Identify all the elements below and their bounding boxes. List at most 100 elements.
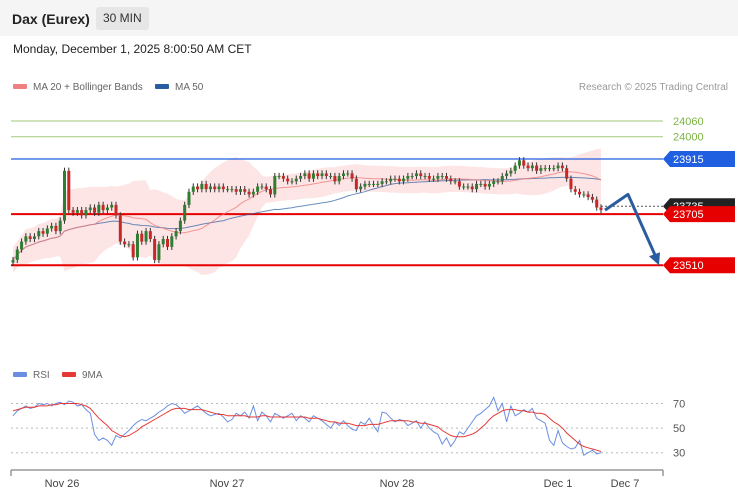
candle (329, 172, 333, 180)
candle-body (264, 186, 268, 190)
candle (535, 162, 539, 174)
candle (556, 162, 560, 172)
candle-body (333, 176, 337, 182)
candle-body (204, 183, 208, 190)
candle (260, 183, 264, 190)
candle (384, 178, 388, 185)
candle (496, 178, 500, 185)
candle (140, 230, 144, 245)
level-tag-shape (663, 151, 735, 168)
projection-arrowhead (649, 252, 660, 266)
candle-body (84, 210, 88, 216)
candle (67, 167, 71, 214)
candle-body (543, 168, 547, 170)
candle (565, 165, 569, 182)
candle-body (423, 176, 427, 178)
candle (423, 172, 427, 180)
ma20-line (12, 171, 602, 261)
candle (569, 175, 573, 193)
candle-body (346, 173, 350, 175)
candle (530, 162, 534, 172)
bollinger-bands (13, 148, 601, 275)
candle-body (337, 176, 341, 182)
candle-body (28, 236, 32, 239)
candle (221, 183, 225, 193)
candle (200, 180, 204, 193)
candle-body (453, 181, 457, 183)
candle-body (131, 244, 135, 258)
candle-body (208, 186, 212, 190)
candle (397, 175, 401, 185)
candle (28, 233, 32, 243)
candle-body (183, 204, 187, 221)
candle (492, 178, 496, 188)
candle-body (196, 186, 200, 190)
candle-body (414, 173, 418, 177)
candle (402, 175, 406, 185)
candle-body (118, 215, 122, 242)
candle (453, 178, 457, 185)
candle (509, 167, 513, 177)
candle (251, 188, 255, 198)
x-tick-label: Dec 7 (611, 478, 640, 490)
candle (54, 222, 58, 235)
timeframe-badge[interactable]: 30 MIN (96, 7, 149, 30)
candle-body (500, 176, 504, 182)
candle-body (513, 165, 517, 171)
candle (457, 178, 461, 190)
candle (178, 217, 182, 235)
candle (93, 204, 97, 216)
candle-body (372, 183, 376, 185)
candle (573, 186, 577, 195)
candle-body (462, 186, 466, 188)
candle-body (509, 170, 513, 174)
header-bar: Dax (Eurex) 30 MIN (0, 0, 738, 36)
candle-body (427, 176, 431, 179)
rsi-level-label-30: 30 (673, 448, 685, 460)
candle (269, 186, 273, 198)
candle (517, 157, 521, 169)
candle (71, 206, 75, 216)
candle (346, 170, 350, 177)
candle-body (256, 186, 260, 192)
projection-path (604, 192, 658, 258)
instrument-title: Dax (Eurex) (12, 11, 90, 27)
candle (427, 172, 431, 182)
candle (101, 201, 105, 214)
candle-body (144, 231, 148, 242)
price-level-labels: 240602400023915237352370523510 (663, 116, 735, 274)
candle (110, 201, 114, 211)
candle-body (582, 194, 586, 196)
candle (449, 175, 453, 185)
candle-body (303, 173, 307, 177)
candle-body (466, 186, 470, 188)
level-tag-text: 23705 (673, 209, 704, 221)
candle (75, 206, 79, 216)
candle-body (161, 238, 165, 245)
ma50-legend-swatch (155, 84, 169, 89)
candle (264, 183, 268, 193)
candle (303, 170, 307, 180)
candle (217, 183, 221, 193)
candle (157, 241, 161, 264)
candle (419, 170, 423, 180)
rsi-legend-swatch (13, 372, 27, 377)
candle-body (406, 176, 410, 179)
candle-body (444, 176, 448, 179)
candle (273, 172, 277, 198)
level-label-24000: 24000 (673, 132, 704, 144)
candle (513, 162, 517, 174)
candle-body (238, 189, 242, 192)
candle (80, 206, 84, 219)
x-tick-label: Dec 1 (544, 478, 573, 490)
candle (277, 172, 281, 180)
candle-body (80, 210, 84, 216)
rsi-ma-legend-label: 9MA (82, 370, 103, 381)
candle-body (178, 220, 182, 232)
candle-body (539, 168, 543, 171)
candle-body (148, 231, 152, 239)
candle (341, 170, 345, 180)
candle (595, 196, 599, 211)
candle-body (517, 160, 521, 166)
candle (479, 180, 483, 188)
